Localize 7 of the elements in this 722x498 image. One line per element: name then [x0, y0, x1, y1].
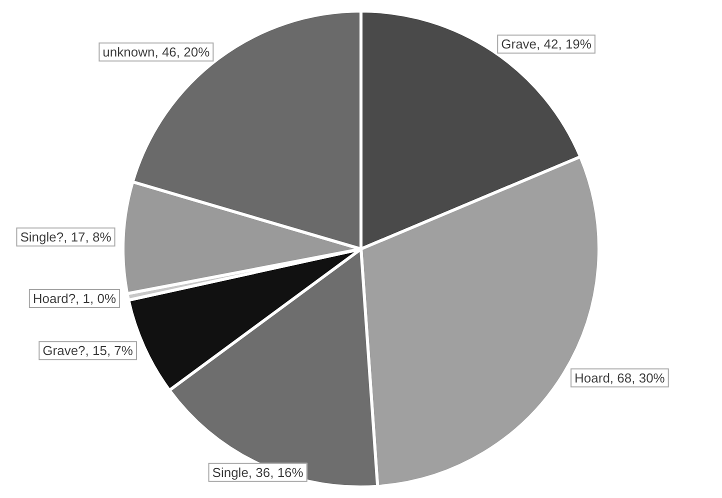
slice-label: Hoard, 68, 30% [574, 370, 666, 386]
slice-label: Grave, 42, 19% [501, 36, 592, 52]
slice-label: Single, 36, 16% [212, 464, 304, 480]
slice-label: Hoard?, 1, 0% [32, 291, 116, 306]
slice-label: unknown, 46, 20% [102, 44, 210, 60]
slice-label: Grave?, 15, 7% [42, 343, 134, 358]
slice-label: Single?, 17, 8% [20, 230, 112, 245]
